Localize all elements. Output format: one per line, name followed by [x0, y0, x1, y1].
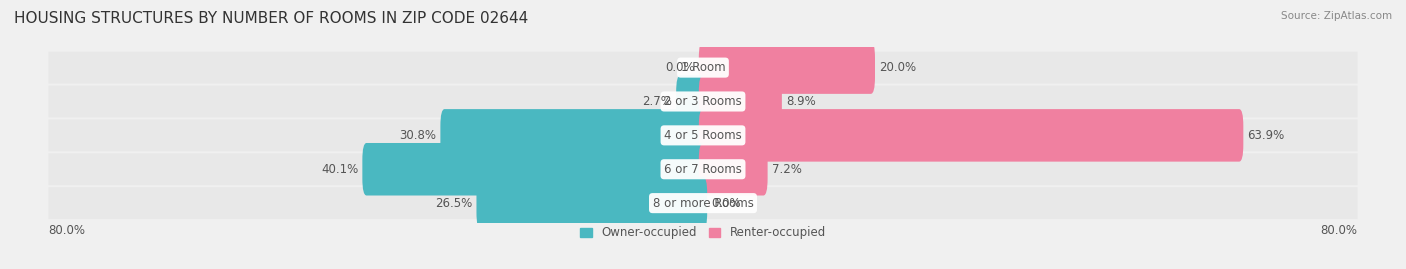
Legend: Owner-occupied, Renter-occupied: Owner-occupied, Renter-occupied — [575, 222, 831, 244]
FancyBboxPatch shape — [699, 41, 875, 94]
FancyBboxPatch shape — [48, 187, 1358, 219]
Text: 0.0%: 0.0% — [711, 197, 741, 210]
Text: 6 or 7 Rooms: 6 or 7 Rooms — [664, 163, 742, 176]
FancyBboxPatch shape — [699, 75, 782, 128]
FancyBboxPatch shape — [48, 86, 1358, 117]
Text: 20.0%: 20.0% — [879, 61, 917, 74]
FancyBboxPatch shape — [699, 109, 1243, 162]
Text: 1 Room: 1 Room — [681, 61, 725, 74]
FancyBboxPatch shape — [676, 75, 707, 128]
Text: 7.2%: 7.2% — [772, 163, 801, 176]
Text: 40.1%: 40.1% — [321, 163, 359, 176]
Text: 26.5%: 26.5% — [434, 197, 472, 210]
Text: 63.9%: 63.9% — [1247, 129, 1285, 142]
FancyBboxPatch shape — [363, 143, 707, 196]
Text: 2.7%: 2.7% — [643, 95, 672, 108]
Text: HOUSING STRUCTURES BY NUMBER OF ROOMS IN ZIP CODE 02644: HOUSING STRUCTURES BY NUMBER OF ROOMS IN… — [14, 11, 529, 26]
Text: 80.0%: 80.0% — [1320, 224, 1357, 237]
FancyBboxPatch shape — [440, 109, 707, 162]
Text: 2 or 3 Rooms: 2 or 3 Rooms — [664, 95, 742, 108]
FancyBboxPatch shape — [48, 119, 1358, 151]
Text: 80.0%: 80.0% — [49, 224, 86, 237]
Text: 8.9%: 8.9% — [786, 95, 815, 108]
Text: Source: ZipAtlas.com: Source: ZipAtlas.com — [1281, 11, 1392, 21]
Text: 30.8%: 30.8% — [399, 129, 436, 142]
Text: 4 or 5 Rooms: 4 or 5 Rooms — [664, 129, 742, 142]
FancyBboxPatch shape — [477, 177, 707, 229]
Text: 8 or more Rooms: 8 or more Rooms — [652, 197, 754, 210]
FancyBboxPatch shape — [48, 52, 1358, 84]
FancyBboxPatch shape — [48, 153, 1358, 185]
FancyBboxPatch shape — [699, 143, 768, 196]
Text: 0.0%: 0.0% — [665, 61, 695, 74]
